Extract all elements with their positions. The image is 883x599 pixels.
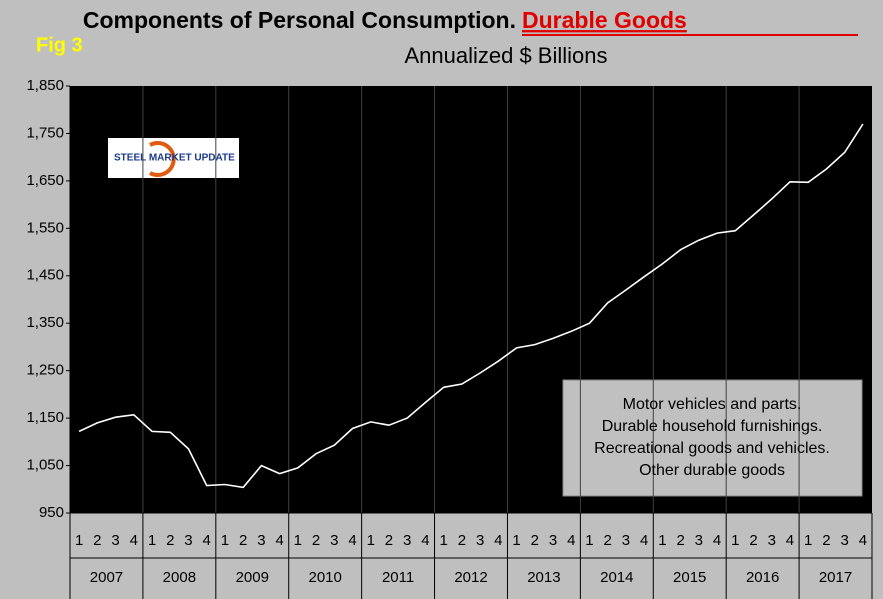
x-tick-label: 4: [859, 532, 867, 549]
x-tick-label: 4: [275, 532, 283, 549]
year-label: 2010: [308, 569, 341, 586]
year-label: 2011: [382, 569, 414, 586]
x-tick-label: 1: [221, 532, 229, 549]
x-tick-label: 4: [494, 532, 502, 549]
x-tick-label: 1: [294, 532, 302, 549]
y-tick-label: 1,250: [26, 362, 64, 379]
x-tick-label: 3: [622, 532, 630, 549]
x-tick-label: 1: [439, 532, 447, 549]
x-tick-label: 3: [403, 532, 411, 549]
annotation-line: Motor vehicles and parts.: [623, 396, 802, 413]
x-tick-label: 1: [804, 532, 812, 549]
year-label: 2009: [236, 569, 269, 586]
y-tick-label: 1,850: [26, 77, 64, 94]
x-tick-label: 2: [458, 532, 466, 549]
x-tick-label: 2: [531, 532, 539, 549]
x-tick-label: 3: [476, 532, 484, 549]
x-tick-label: 4: [640, 532, 648, 549]
y-tick-label: 1,450: [26, 267, 64, 284]
year-label: 2008: [163, 569, 196, 586]
x-tick-label: 4: [203, 532, 211, 549]
x-tick-label: 1: [658, 532, 666, 549]
chart-subtitle: Annualized $ Billions: [404, 43, 607, 68]
year-label: 2007: [90, 569, 123, 586]
x-tick-label: 2: [676, 532, 684, 549]
chart-title: Components of Personal Consumption.: [83, 7, 516, 33]
x-tick-label: 2: [385, 532, 393, 549]
x-tick-label: 3: [549, 532, 557, 549]
x-tick-label: 1: [731, 532, 739, 549]
x-tick-label: 3: [695, 532, 703, 549]
year-label: 2015: [673, 569, 706, 586]
logo-arc: [149, 141, 176, 177]
y-tick-label: 1,150: [26, 409, 64, 426]
chart-title-highlight: Durable Goods: [522, 7, 687, 33]
year-label: 2013: [527, 569, 560, 586]
x-tick-label: 2: [822, 532, 830, 549]
annotation-box: [562, 379, 863, 497]
x-tick-label: 3: [330, 532, 338, 549]
x-tick-label: 2: [239, 532, 247, 549]
y-tick-label: 1,550: [26, 219, 64, 236]
x-tick-label: 2: [166, 532, 174, 549]
y-tick-label: 1,650: [26, 172, 64, 189]
x-tick-label: 3: [840, 532, 848, 549]
x-tick-label: 3: [257, 532, 265, 549]
x-tick-label: 4: [786, 532, 794, 549]
x-tick-label: 1: [367, 532, 375, 549]
x-tick-label: 2: [93, 532, 101, 549]
annotation-line: Other durable goods: [639, 462, 785, 479]
x-tick-label: 3: [111, 532, 119, 549]
x-tick-label: 1: [75, 532, 83, 549]
year-label: 2016: [746, 569, 779, 586]
x-tick-label: 2: [749, 532, 757, 549]
x-tick-label: 4: [348, 532, 356, 549]
logo: STEEL MARKET UPDATE: [108, 138, 239, 178]
x-tick-label: 2: [312, 532, 320, 549]
x-tick-label: 2: [604, 532, 612, 549]
y-tick-label: 1,750: [26, 124, 64, 141]
x-tick-label: 4: [130, 532, 138, 549]
annotation-line: Durable household furnishings.: [602, 418, 823, 435]
x-tick-label: 3: [768, 532, 776, 549]
y-tick-label: 1,050: [26, 457, 64, 474]
x-tick-label: 1: [585, 532, 593, 549]
year-label: 2014: [600, 569, 633, 586]
x-tick-label: 4: [567, 532, 575, 549]
annotation-line: Recreational goods and vehicles.: [594, 440, 830, 457]
line: [78, 123, 864, 489]
year-label: 2017: [819, 569, 852, 586]
x-tick-label: 1: [512, 532, 520, 549]
x-tick-label: 4: [713, 532, 721, 549]
x-tick-label: 3: [184, 532, 192, 549]
y-tick-label: 950: [39, 504, 64, 521]
figure-label: Fig 3: [36, 34, 83, 56]
x-tick-label: 4: [421, 532, 429, 549]
y-tick-label: 1,350: [26, 314, 64, 331]
year-label: 2012: [454, 569, 487, 586]
logo-text: STEEL MARKET UPDATE: [114, 153, 235, 164]
x-tick-label: 1: [148, 532, 156, 549]
